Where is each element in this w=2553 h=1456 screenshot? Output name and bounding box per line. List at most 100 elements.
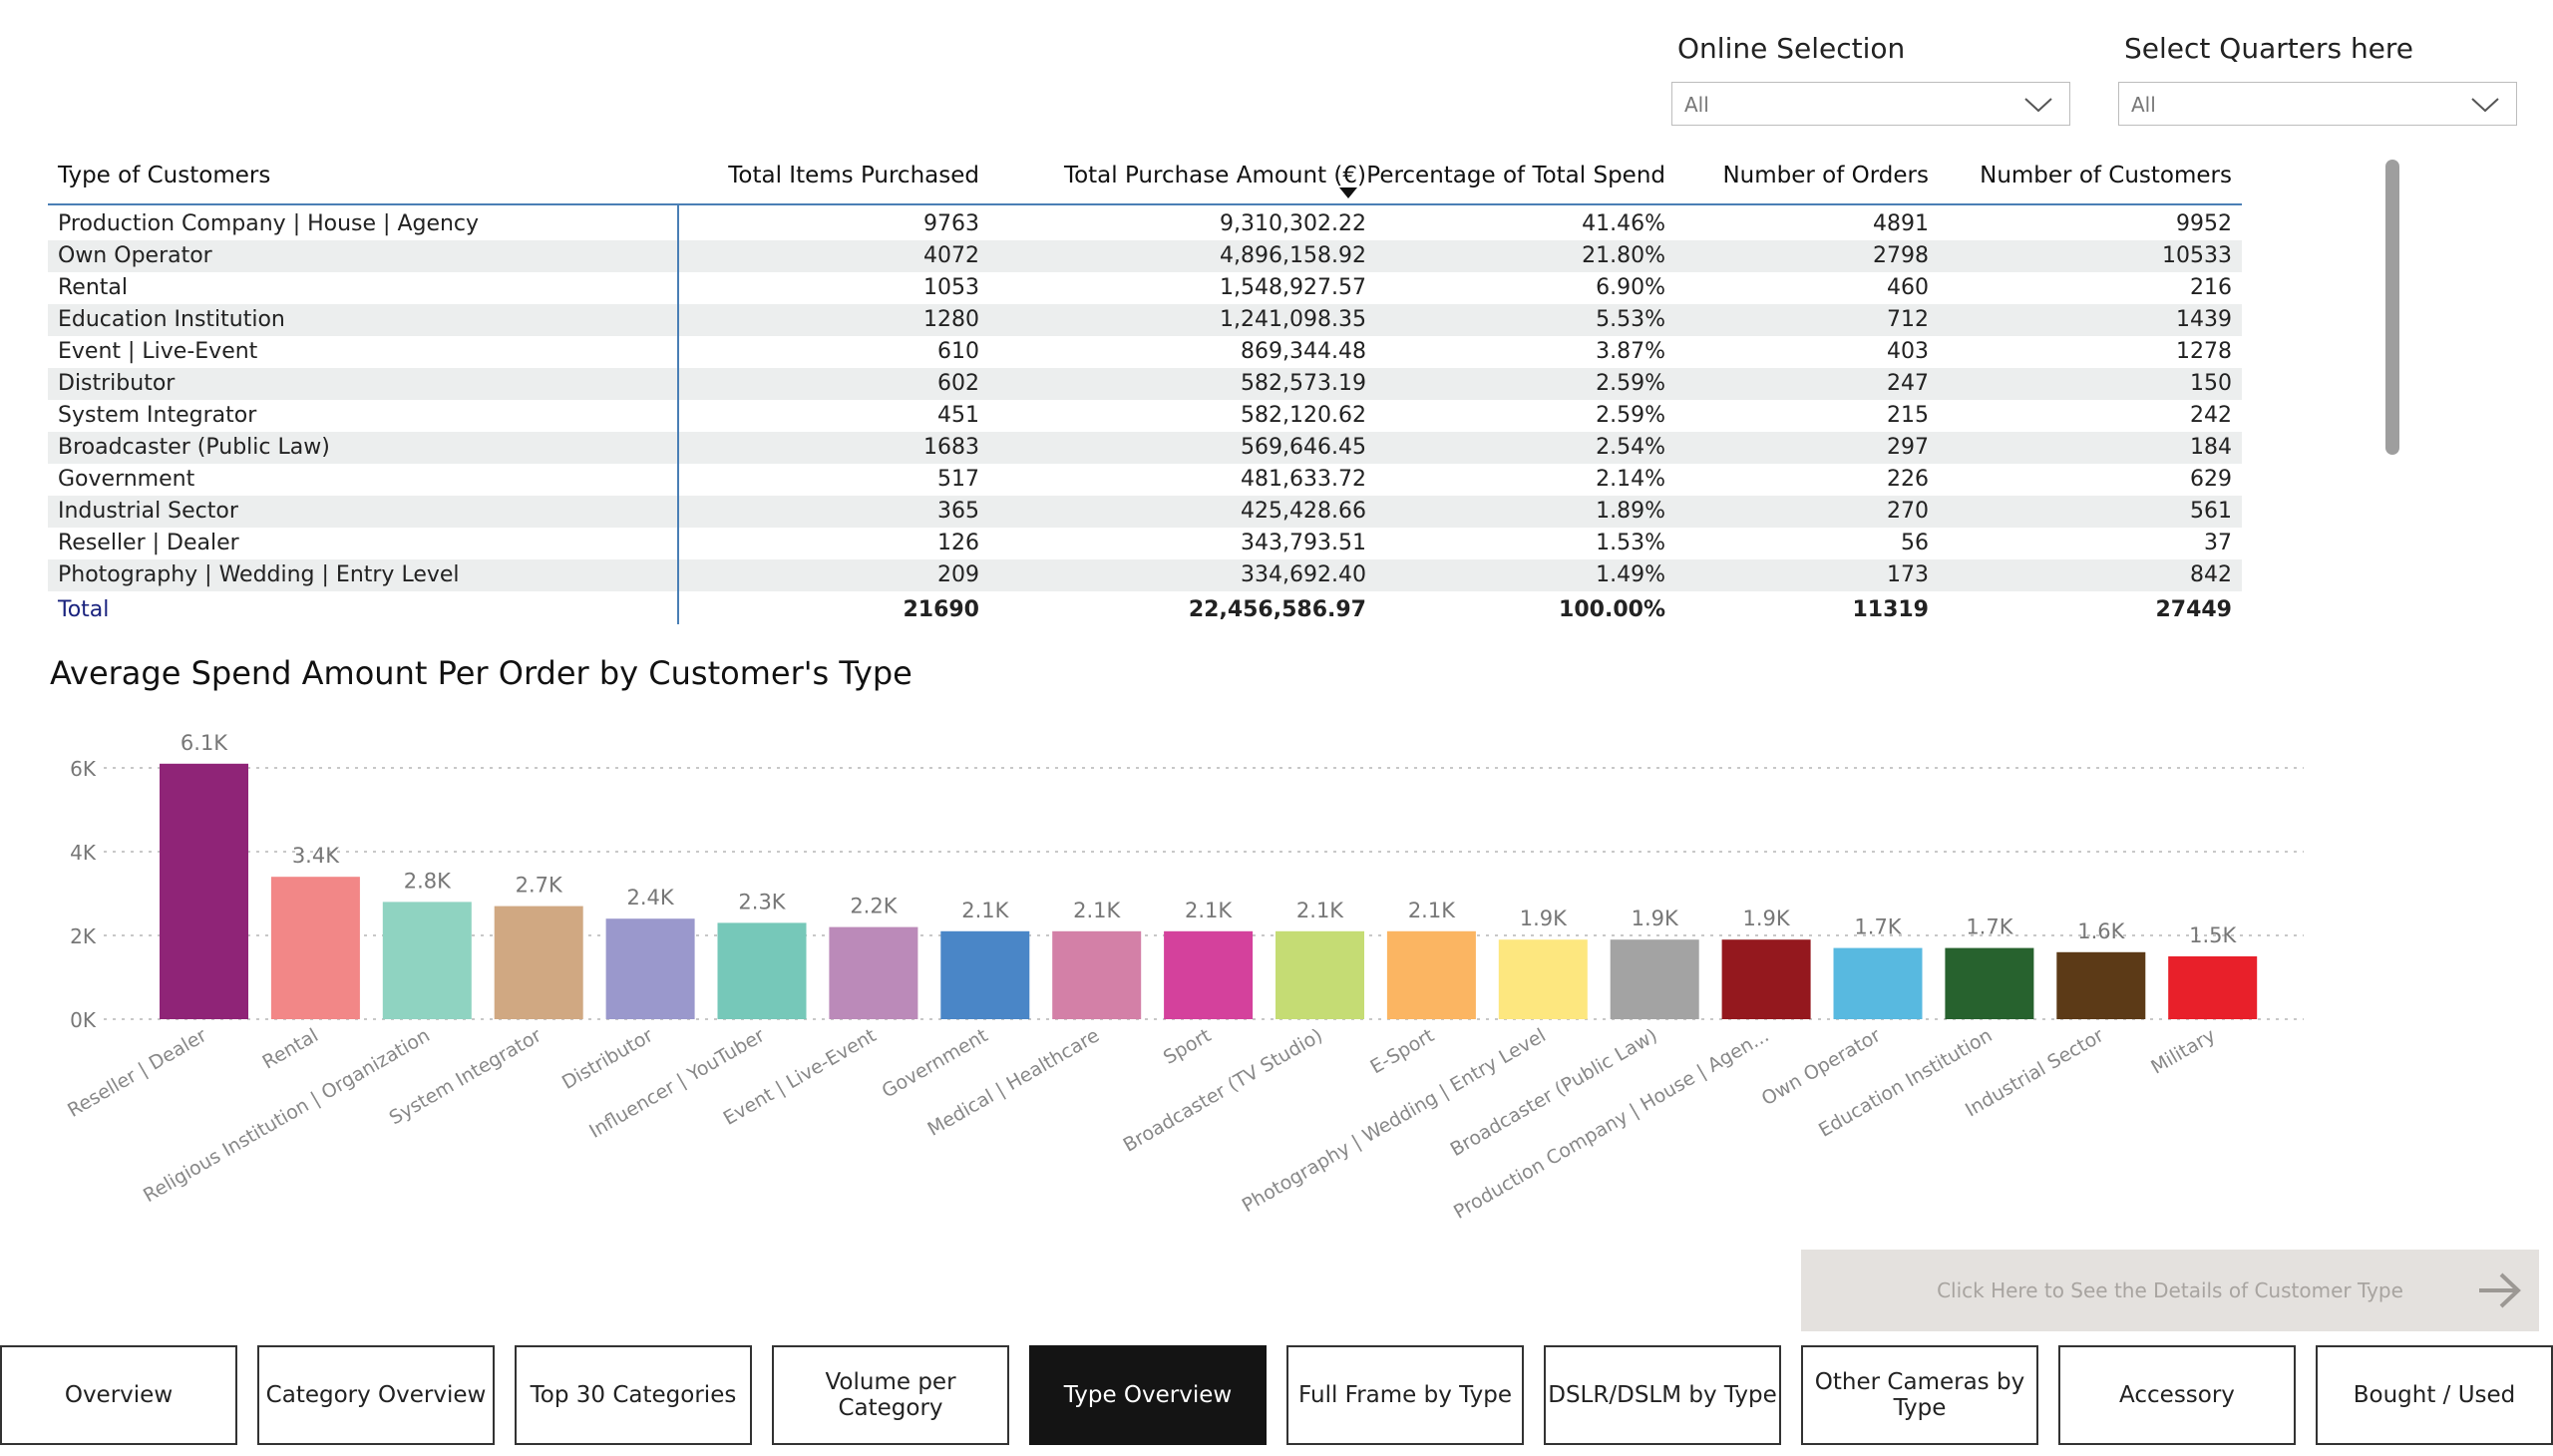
table-row[interactable]: Production Company | House | Agency 9763 9… [48, 208, 2242, 240]
cell-percentage: 2.59% [1596, 403, 1665, 428]
table-row[interactable]: Industrial Sector 365 425,428.66 1.89% 270 56… [48, 496, 2242, 528]
cell-items: 1053 [923, 275, 979, 300]
column-header-amount[interactable]: Total Purchase Amount (€) [1063, 163, 1366, 188]
nav-button-volume-per-category[interactable]: Volume per Category [772, 1345, 1009, 1445]
nav-button-type-overview[interactable]: Type Overview [1029, 1345, 1267, 1445]
table-row[interactable]: Event | Live-Event 610 869,344.48 3.87% 403 1… [48, 336, 2242, 368]
y-tick-label: 6K [70, 757, 97, 781]
x-tick-label: Government [879, 1024, 992, 1102]
quarters-selection-dropdown[interactable]: All [2118, 82, 2517, 126]
cell-orders: 460 [1887, 275, 1929, 300]
cell-customers: 629 [2190, 467, 2232, 492]
bar[interactable] [494, 906, 583, 1019]
nav-button-overview[interactable]: Overview [0, 1345, 237, 1445]
column-header-items[interactable]: Total Items Purchased [728, 163, 979, 188]
bar[interactable] [1276, 930, 1364, 1019]
bar[interactable] [940, 930, 1030, 1019]
total-customers: 27449 [2155, 597, 2232, 622]
cell-orders: 2798 [1873, 243, 1929, 268]
bar[interactable] [382, 902, 472, 1019]
bar[interactable] [2056, 951, 2146, 1019]
bar-data-label: 1.9K [1520, 907, 1568, 930]
cell-customers: 842 [2190, 562, 2232, 587]
cell-amount: 343,793.51 [1241, 531, 1366, 555]
chevron-down-icon [2024, 98, 2052, 113]
x-tick-label: E-Sport [1366, 1024, 1438, 1078]
cell-amount: 582,120.62 [1241, 403, 1366, 428]
cell-percentage: 1.53% [1596, 531, 1665, 555]
cell-customers: 561 [2190, 499, 2232, 524]
cell-type: Education Institution [58, 307, 285, 332]
x-tick-label: Broadcaster (Public Law) [1447, 1024, 1661, 1161]
bar[interactable] [1610, 939, 1699, 1019]
table-row[interactable]: Government 517 481,633.72 2.14% 226 629 [48, 464, 2242, 496]
bar[interactable] [1945, 947, 2034, 1019]
cell-orders: 270 [1887, 499, 1929, 524]
cell-customers: 1278 [2176, 339, 2232, 364]
bar[interactable] [1386, 930, 1476, 1019]
cell-orders: 173 [1887, 562, 1929, 587]
table-row[interactable]: Distributor 602 582,573.19 2.59% 247 150 [48, 368, 2242, 400]
table-row[interactable]: Broadcaster (Public Law) 1683 569,646.45 2.… [48, 432, 2242, 464]
bar-data-label: 2.2K [850, 895, 898, 918]
total-type: Total [58, 597, 110, 622]
details-button-label: Click Here to See the Details of Custome… [1937, 1278, 2403, 1302]
online-selection-dropdown[interactable]: All [1671, 82, 2070, 126]
bar[interactable] [605, 918, 695, 1019]
cell-percentage: 5.53% [1596, 307, 1665, 332]
nav-button-other-cameras-by-type[interactable]: Other Cameras by Type [1801, 1345, 2038, 1445]
bar[interactable] [270, 877, 360, 1019]
online-selection-title: Online Selection [1677, 32, 1906, 65]
nav-button-category-overview[interactable]: Category Overview [257, 1345, 495, 1445]
bar[interactable] [1721, 939, 1811, 1019]
column-header-type[interactable]: Type of Customers [58, 163, 271, 188]
cell-percentage: 1.49% [1596, 562, 1665, 587]
y-tick-label: 2K [70, 924, 97, 948]
bar[interactable] [2168, 956, 2258, 1019]
table-row[interactable]: System Integrator 451 582,120.62 2.59% 215 24… [48, 400, 2242, 432]
table-scrollbar[interactable] [2385, 160, 2399, 455]
column-header-customers[interactable]: Number of Customers [1980, 163, 2232, 188]
cell-type: Reseller | Dealer [58, 531, 239, 555]
table-row[interactable]: Rental 1053 1,548,927.57 6.90% 460 216 [48, 272, 2242, 304]
bar[interactable] [829, 926, 918, 1019]
bar[interactable] [1833, 947, 1923, 1019]
nav-button-accessory[interactable]: Accessory [2058, 1345, 2296, 1445]
cell-type: Broadcaster (Public Law) [58, 435, 330, 460]
cell-orders: 4891 [1873, 211, 1929, 236]
cell-items: 602 [937, 371, 979, 396]
table-row[interactable]: Education Institution 1280 1,241,098.35 5.5… [48, 304, 2242, 336]
table-total-row: Total 21690 22,456,586.97 100.00% 11319 27449 [48, 594, 2242, 626]
bar[interactable] [1164, 930, 1254, 1019]
bar-data-label: 1.5K [2189, 923, 2237, 947]
cell-amount: 481,633.72 [1241, 467, 1366, 492]
cell-amount: 9,310,302.22 [1220, 211, 1366, 236]
cell-percentage: 6.90% [1596, 275, 1665, 300]
nav-button-bought-used[interactable]: Bought / Used [2316, 1345, 2553, 1445]
nav-button-dslr-dslm-by-type[interactable]: DSLR/DSLM by Type [1544, 1345, 1781, 1445]
bar-data-label: 2.1K [1073, 899, 1121, 922]
bar[interactable] [160, 763, 248, 1019]
bar[interactable] [1498, 939, 1588, 1019]
table-row[interactable]: Photography | Wedding | Entry Level 209 33… [48, 559, 2242, 591]
cell-amount: 582,573.19 [1241, 371, 1366, 396]
cell-customers: 9952 [2176, 211, 2232, 236]
cell-customers: 150 [2190, 371, 2232, 396]
nav-button-top-30-categories[interactable]: Top 30 Categories [515, 1345, 752, 1445]
cell-customers: 1439 [2176, 307, 2232, 332]
bar[interactable] [717, 922, 807, 1019]
bar-chart: 0K 2K 4K 6K 6.1K Reseller | Dealer 3.4K Rental 2… [64, 731, 2304, 1224]
cell-customers: 184 [2190, 435, 2232, 460]
table-row[interactable]: Reseller | Dealer 126 343,793.51 1.53% 56 37 [48, 528, 2242, 559]
column-header-orders[interactable]: Number of Orders [1722, 163, 1929, 188]
x-tick-label: Distributor [558, 1024, 657, 1094]
y-tick-label: 4K [70, 841, 97, 865]
column-header-percentage[interactable]: Percentage of Total Spend [1366, 163, 1665, 188]
table-row[interactable]: Own Operator 4072 4,896,158.92 21.80% 2798 10… [48, 240, 2242, 272]
customer-type-details-button[interactable]: Click Here to See the Details of Custome… [1801, 1250, 2539, 1331]
x-tick-label: Influencer | YouTuber [585, 1024, 768, 1143]
bar[interactable] [1052, 930, 1142, 1019]
table-header-row: Type of Customers Total Items Purchased … [48, 150, 2242, 203]
bar-data-label: 2.7K [516, 874, 563, 898]
nav-button-full-frame-by-type[interactable]: Full Frame by Type [1286, 1345, 1524, 1445]
